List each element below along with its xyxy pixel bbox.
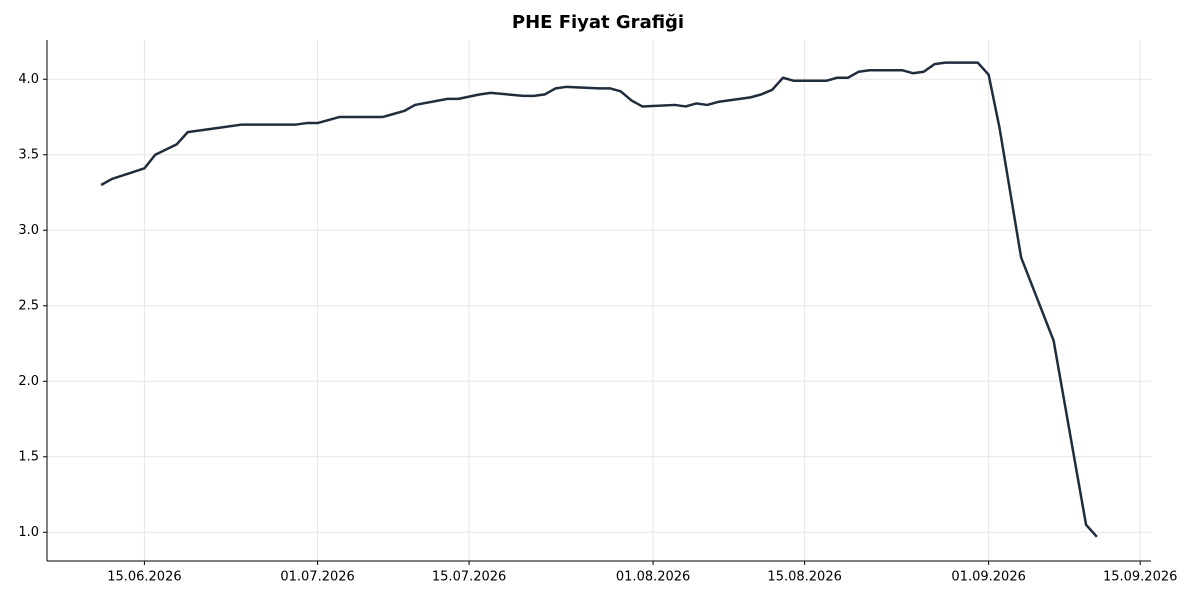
price-line xyxy=(100,61,1098,538)
y-tick-label: 3.5 xyxy=(18,147,39,162)
y-tick-label: 1.0 xyxy=(18,525,39,540)
y-tick-label: 2.0 xyxy=(18,374,39,389)
x-tick-label: 01.07.2026 xyxy=(280,570,354,585)
x-tick-label: 15.07.2026 xyxy=(432,570,506,585)
y-tick-label: 1.5 xyxy=(18,449,39,464)
x-tick-label: 15.06.2026 xyxy=(107,570,181,585)
x-tick-label: 01.08.2026 xyxy=(616,570,690,585)
chart-title: PHE Fiyat Grafiği xyxy=(512,12,684,33)
x-tick-label: 15.08.2026 xyxy=(767,570,841,585)
y-tick-label: 4.0 xyxy=(18,72,39,87)
y-tick-label: 2.5 xyxy=(18,298,39,313)
x-tick-label: 01.09.2026 xyxy=(951,570,1025,585)
y-tick-label: 3.0 xyxy=(18,223,39,238)
x-tick-label: 15.09.2026 xyxy=(1103,570,1177,585)
